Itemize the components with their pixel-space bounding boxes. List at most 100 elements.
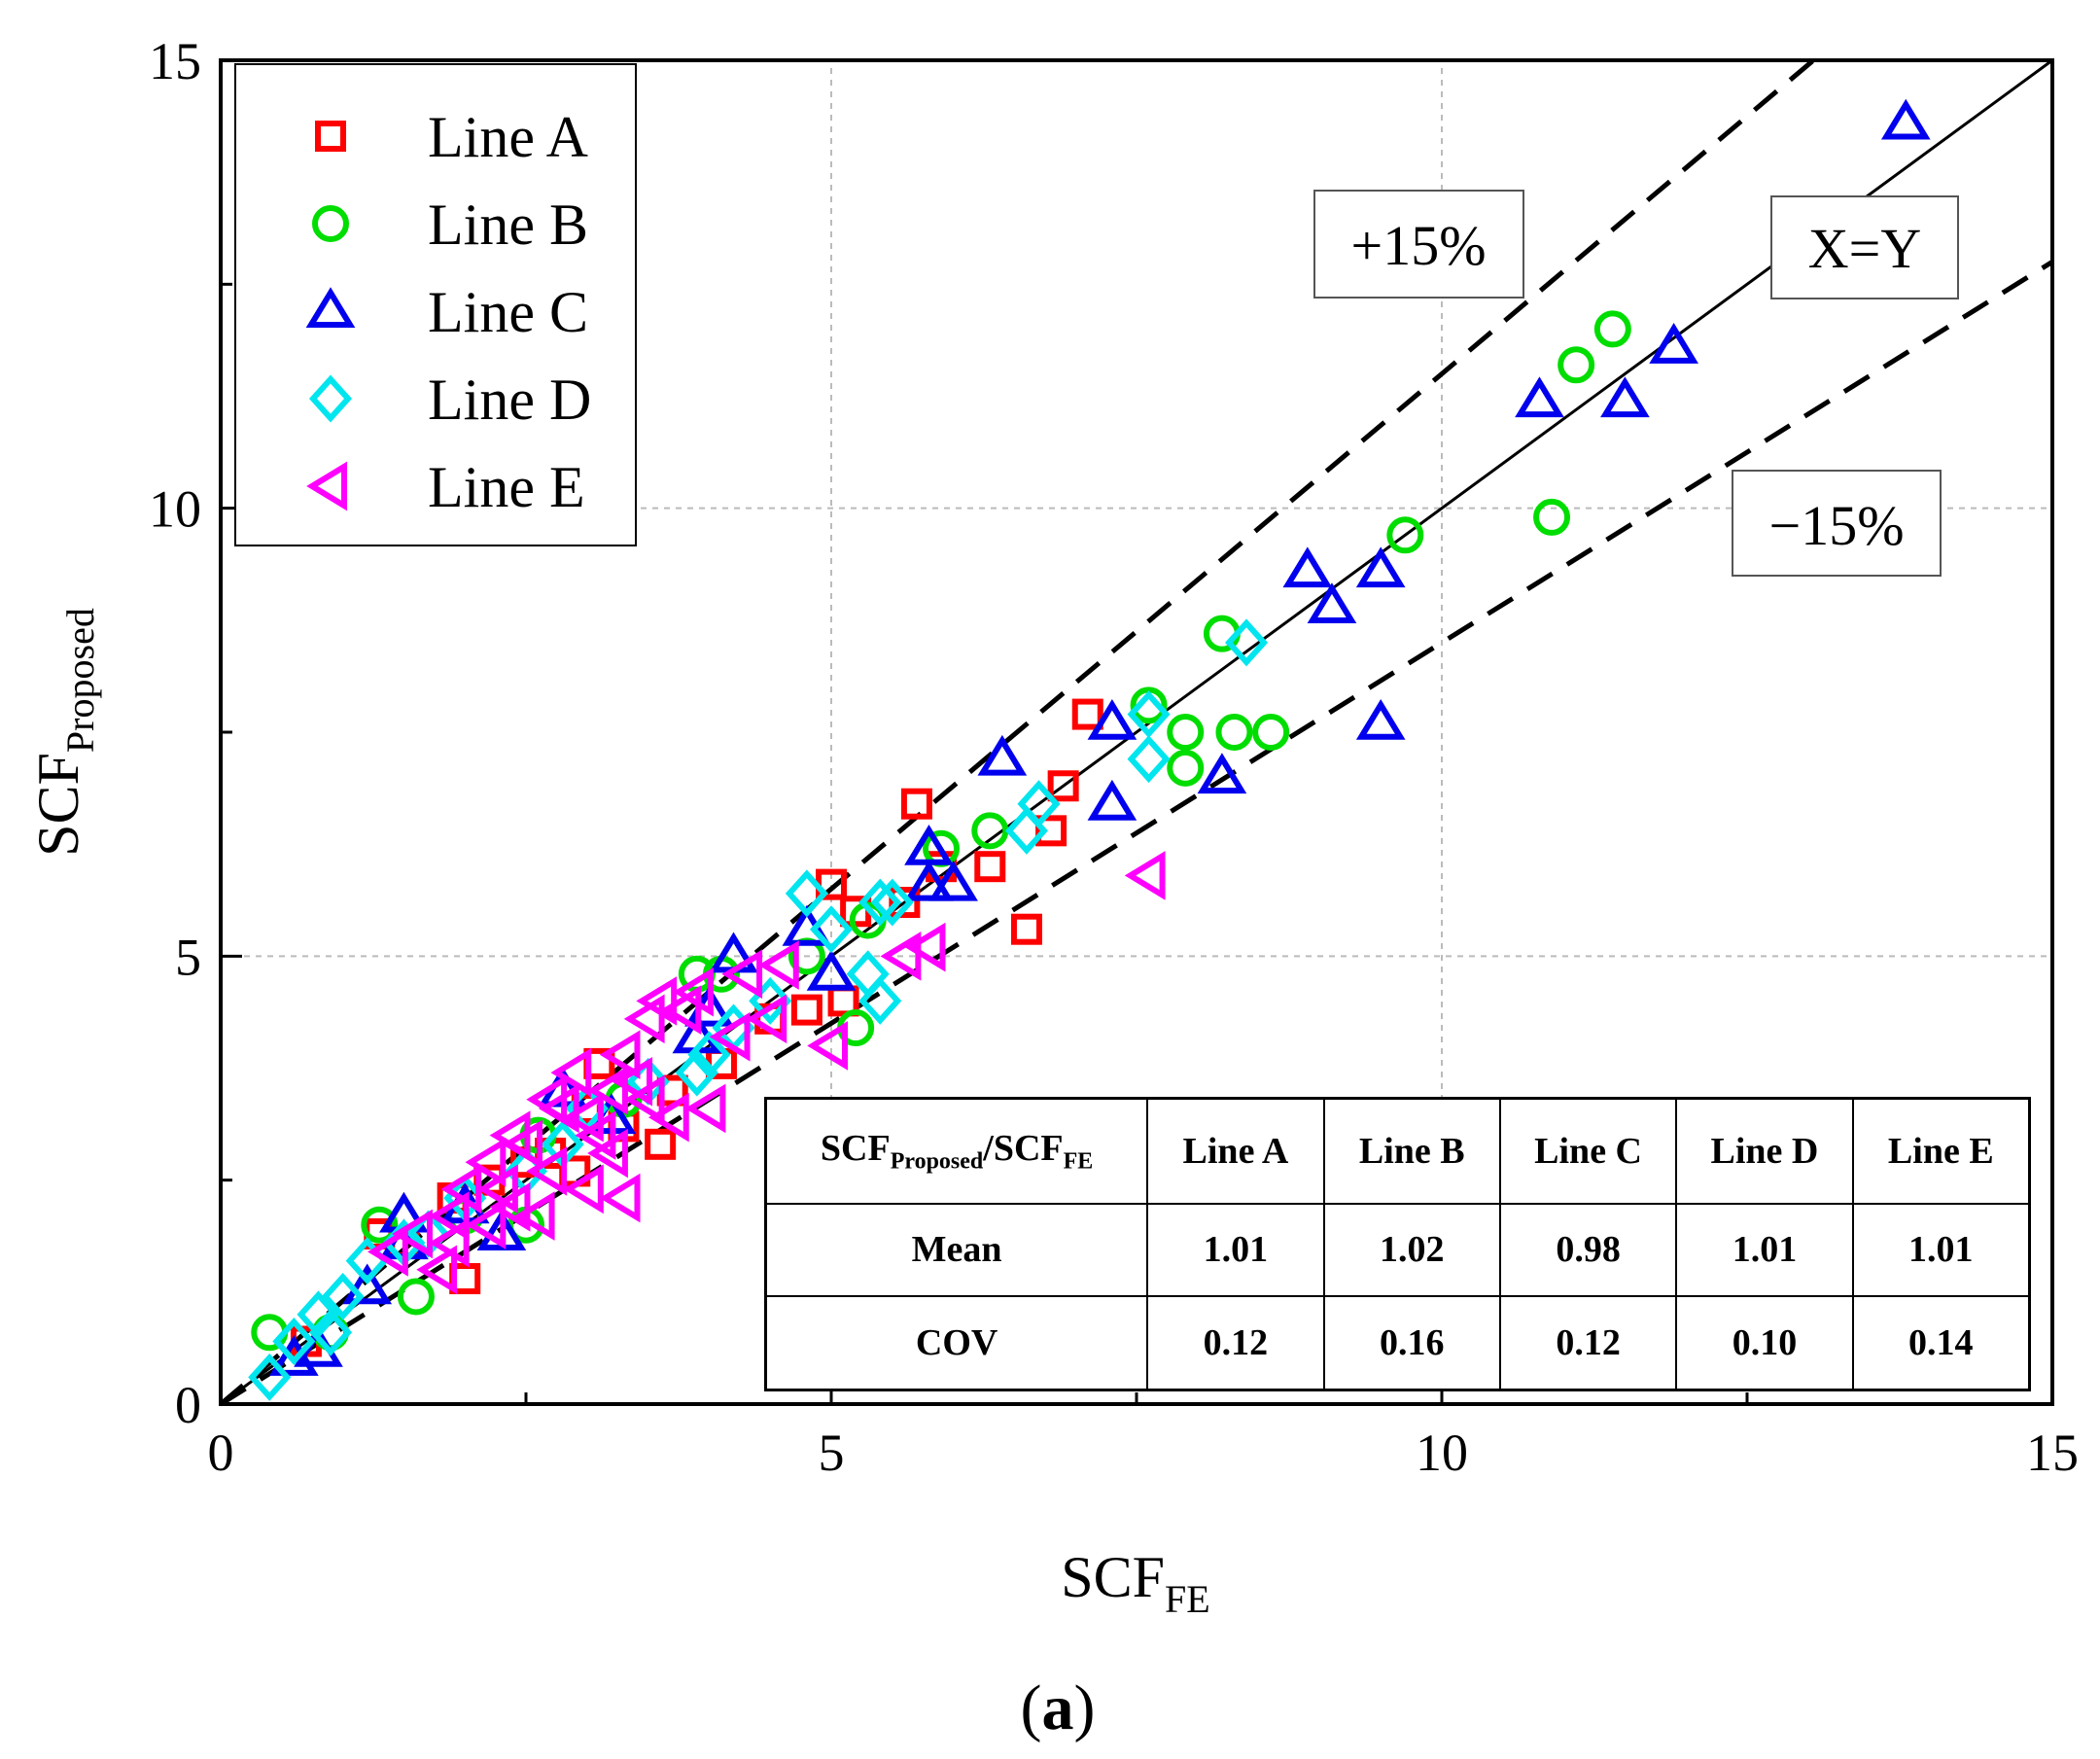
data-point [904, 860, 954, 901]
table-cell: 0.12 [1498, 1295, 1678, 1391]
data-point [248, 1353, 292, 1401]
data-point [1225, 618, 1269, 667]
legend-label-line-a: Line A [428, 105, 588, 169]
legend: Line A Line B Line C Line D Line E [234, 63, 637, 546]
data-point [1197, 753, 1247, 794]
table-cell: 0.16 [1322, 1295, 1501, 1391]
data-point [858, 878, 902, 927]
table-cell: 0.14 [1851, 1295, 2031, 1391]
table-header-line-d: Line D [1675, 1097, 1854, 1205]
data-point [1010, 913, 1042, 945]
data-point [368, 1227, 408, 1277]
caption-close: ) [1074, 1672, 1096, 1743]
x-tick-label: 0 [208, 1424, 234, 1482]
data-point [1215, 714, 1253, 751]
data-point [1533, 498, 1571, 536]
annotation-plus15: +15% [1313, 190, 1524, 299]
legend-label-line-e: Line E [428, 455, 585, 519]
data-point [342, 1263, 393, 1305]
data-point [526, 1074, 568, 1125]
data-point [309, 1308, 353, 1356]
data-point [321, 1272, 365, 1320]
data-point [272, 1318, 316, 1365]
data-point [1004, 806, 1048, 855]
data-point [636, 976, 678, 1026]
x-axis-title-sub: FE [1165, 1577, 1210, 1621]
data-point [785, 869, 828, 918]
data-point [721, 949, 763, 1000]
annotation-plus15-label: +15% [1350, 214, 1486, 277]
data-point [1035, 815, 1068, 847]
table-cell: 1.01 [1146, 1202, 1325, 1298]
data-point [1355, 546, 1406, 588]
data-point [428, 1191, 470, 1241]
data-point [977, 734, 1028, 776]
data-point [673, 967, 714, 1017]
data-point [476, 1210, 527, 1250]
data-point [846, 950, 890, 999]
axis-ticks: 00 5 5 10 10 15 15 [149, 32, 2079, 1482]
data-point [1130, 686, 1168, 724]
data-point [1087, 698, 1138, 740]
data-point [648, 1092, 689, 1143]
annotation-xy-label: X=Y [1808, 217, 1921, 280]
data-point [1355, 698, 1406, 740]
table-header-line-e: Line E [1851, 1097, 2031, 1205]
figure-caption: (a) [1021, 1672, 1096, 1743]
data-point [1558, 346, 1595, 384]
data-point [489, 1181, 531, 1232]
data-point [1252, 714, 1290, 751]
table-row-mean: Mean 1.01 1.02 0.98 1.01 1.01 [764, 1202, 2031, 1298]
data-point [623, 1074, 665, 1125]
data-point [807, 1021, 848, 1071]
y-axis-title-main: SCF [26, 753, 90, 857]
data-point [465, 1200, 507, 1250]
legend-box [234, 63, 637, 546]
data-point [428, 1217, 470, 1268]
table-cell: 0.98 [1498, 1202, 1678, 1298]
legend-marker-line-d [308, 374, 353, 423]
data-point [587, 1066, 628, 1115]
data-point [746, 994, 788, 1044]
data-point [900, 788, 932, 820]
data-point [974, 851, 1006, 883]
table-cell: 1.01 [1851, 1202, 2031, 1298]
annotation-minus15-label: −15% [1768, 494, 1904, 557]
data-point [599, 1030, 641, 1080]
data-point [550, 1047, 592, 1098]
legend-label-line-c: Line C [428, 280, 588, 344]
y-axis-title-sub: Proposed [58, 608, 102, 753]
x-tick-label: 15 [2026, 1424, 2079, 1482]
y-tick-label: 5 [175, 928, 201, 986]
data-point [361, 1206, 399, 1244]
legend-label-line-d: Line D [428, 368, 591, 432]
data-point [612, 1056, 653, 1107]
data-point [1127, 735, 1171, 784]
series-line-e [368, 851, 1166, 1295]
table-header-ratio: SCFProposed/SCFFE [764, 1097, 1149, 1205]
data-point [1386, 516, 1424, 554]
legend-marker-line-b [312, 205, 349, 242]
data-point [1127, 690, 1171, 739]
annotation-minus15: −15% [1732, 470, 1942, 577]
table-cell: 1.02 [1322, 1202, 1501, 1298]
annotation-xy: X=Y [1770, 195, 1959, 299]
data-point [684, 1083, 726, 1134]
data-point [392, 1209, 433, 1259]
data-point [1649, 323, 1698, 364]
data-point [1515, 376, 1564, 418]
table-row-label: COV [764, 1295, 1149, 1391]
data-point [928, 860, 978, 901]
data-point [806, 949, 857, 991]
table-row-label: Mean [764, 1202, 1149, 1298]
data-point [889, 887, 921, 919]
data-point [465, 1137, 507, 1187]
data-point [1600, 376, 1650, 418]
data-point [416, 1245, 458, 1295]
data-point [1307, 582, 1357, 624]
table-header-line-a: Line A [1146, 1097, 1325, 1205]
data-point [397, 1278, 435, 1316]
data-point [645, 1128, 677, 1160]
ratio-scf2: /SCF [983, 1127, 1064, 1169]
